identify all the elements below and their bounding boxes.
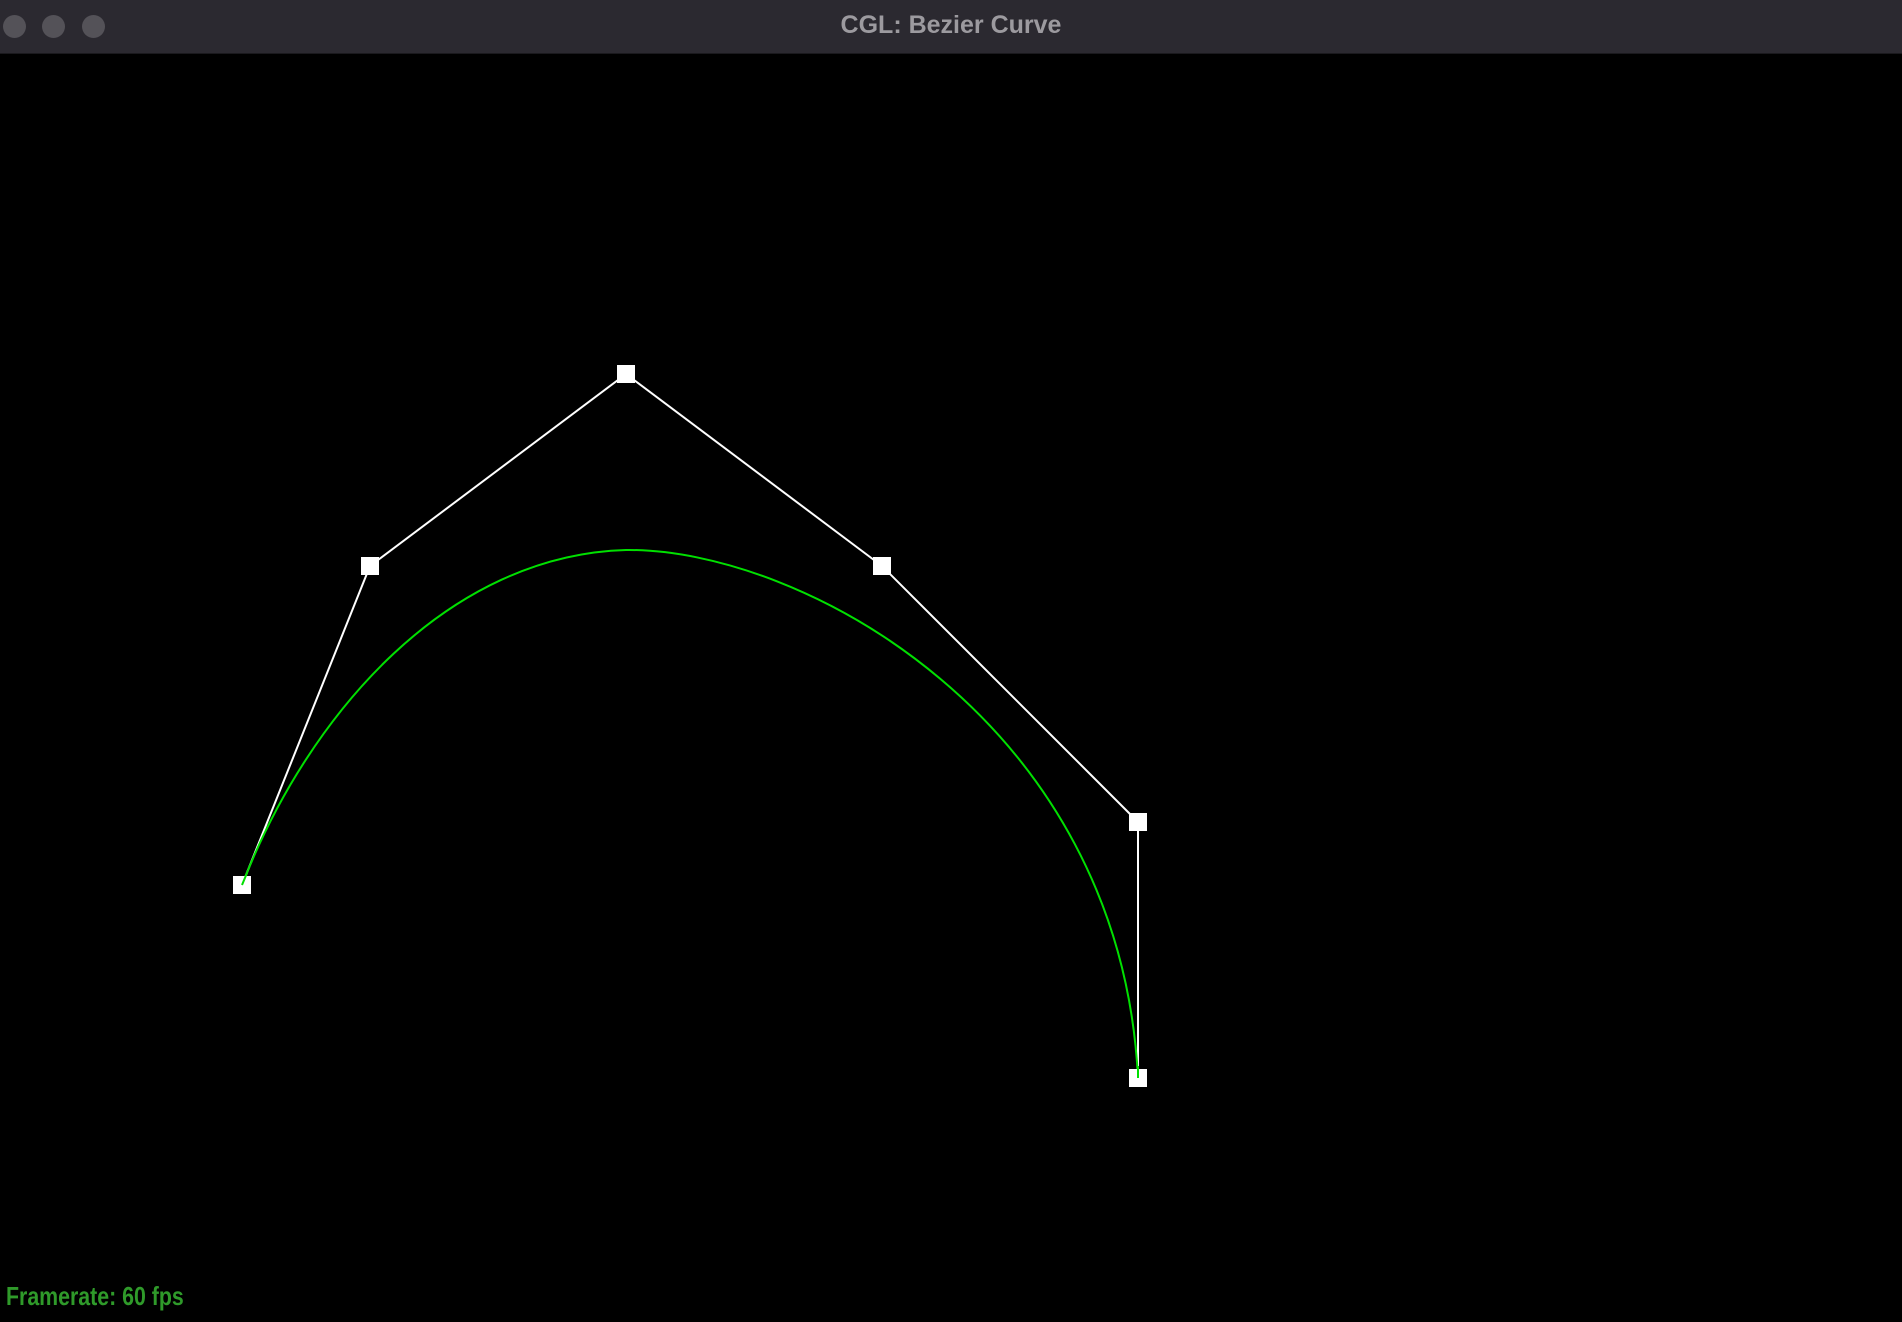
control-segment-3 — [625, 373, 883, 567]
control-point-4[interactable] — [873, 557, 891, 575]
control-point-2[interactable] — [361, 557, 379, 575]
curve-start-tick — [241, 872, 248, 886]
bezier-canvas[interactable] — [0, 54, 1902, 1322]
control-point-5[interactable] — [1129, 813, 1147, 831]
framerate-readout: Framerate: 60 fps — [6, 1281, 184, 1311]
zoom-window-button[interactable] — [82, 15, 105, 38]
window-title: CGL: Bezier Curve — [840, 11, 1062, 39]
control-point-3[interactable] — [617, 365, 635, 383]
bezier-curve — [241, 548, 1139, 1079]
close-window-button[interactable] — [3, 15, 26, 38]
control-segment-4 — [881, 565, 1139, 823]
title-bar[interactable]: CGL: Bezier Curve — [0, 0, 1902, 54]
control-segment-1 — [241, 565, 371, 886]
control-segment-2 — [369, 373, 627, 567]
minimize-window-button[interactable] — [42, 15, 65, 38]
